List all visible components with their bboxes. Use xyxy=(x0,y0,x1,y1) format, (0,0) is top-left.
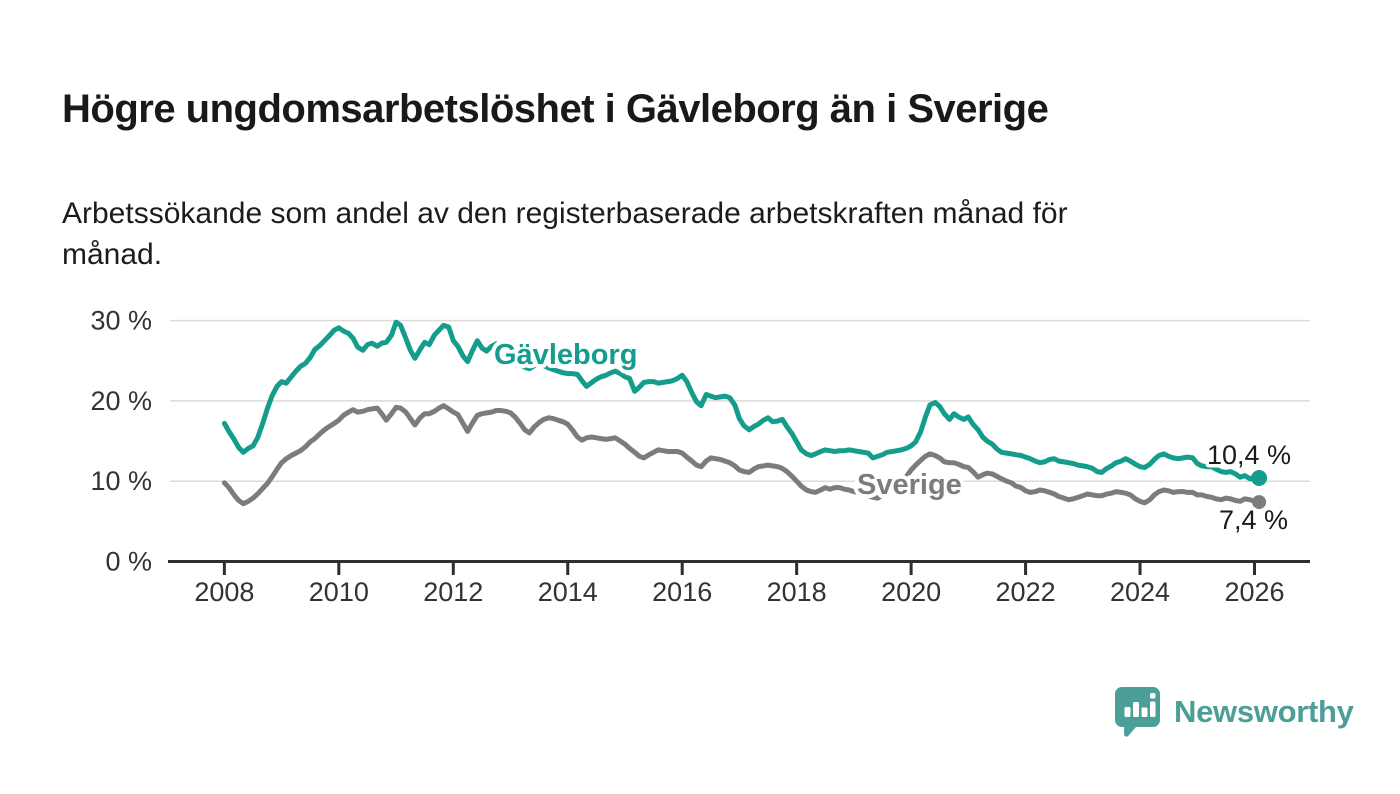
bar-2 xyxy=(1133,702,1139,717)
subtitle-line-1: Arbetssökande som andel av den registerb… xyxy=(62,197,1068,230)
x-tick-label-2016: 2016 xyxy=(652,577,712,607)
x-tick-label-2024: 2024 xyxy=(1110,577,1170,607)
x-tick-label-2012: 2012 xyxy=(423,577,483,607)
y-tick-label-20: 20 % xyxy=(90,386,152,416)
x-tick-label-2022: 2022 xyxy=(996,577,1056,607)
end-dot-sverige xyxy=(1252,495,1267,510)
series-label-gävleborg: Gävleborg xyxy=(494,339,637,371)
page-title: Högre ungdomsarbetslöshet i Gävleborg än… xyxy=(62,86,1049,131)
series-line-sverige xyxy=(221,403,1262,507)
exclamation-stem xyxy=(1150,701,1156,717)
y-tick-label-30: 30 % xyxy=(90,306,152,336)
subtitle-line-2: månad. xyxy=(62,238,163,271)
end-dot-gävleborg xyxy=(1251,469,1268,486)
x-tick-label-2010: 2010 xyxy=(309,577,369,607)
newsworthy-logo: Newsworthy xyxy=(1114,686,1354,738)
end-value-label-gävleborg: 10,4 % xyxy=(1207,440,1291,470)
series-line-gävleborg xyxy=(221,319,1262,482)
bar-1 xyxy=(1124,707,1131,717)
x-tick-label-2018: 2018 xyxy=(767,577,827,607)
y-tick-label-0: 0 % xyxy=(105,547,152,577)
series-label-sverige: Sverige xyxy=(857,469,962,501)
x-tick-label-2020: 2020 xyxy=(881,577,941,607)
x-tick-label-2008: 2008 xyxy=(194,577,254,607)
exclamation-dot xyxy=(1150,693,1156,699)
x-tick-label-2026: 2026 xyxy=(1224,577,1284,607)
end-value-label-sverige: 7,4 % xyxy=(1219,505,1288,535)
page-subtitle: Arbetssökande som andel av den registerb… xyxy=(62,193,1312,275)
y-tick-label-10: 10 % xyxy=(90,466,152,496)
brand-name: Newsworthy xyxy=(1174,694,1354,729)
x-tick-label-2014: 2014 xyxy=(538,577,598,607)
bar-3 xyxy=(1141,707,1148,717)
newsworthy-logo-icon xyxy=(1115,687,1160,737)
